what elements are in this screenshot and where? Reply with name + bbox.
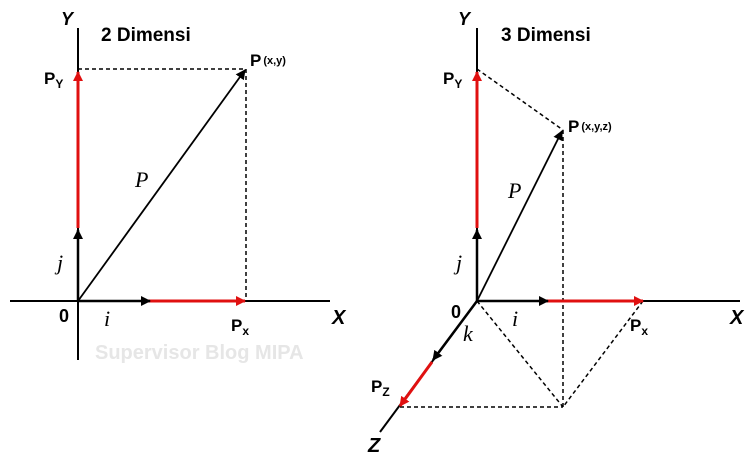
diagram-3d: 3 Dimensi Y X Z 0 P j i k P (x,y,z) PY Px…: [367, 9, 745, 457]
y-axis-label-2d: Y: [61, 9, 75, 29]
py-label-3d: PY: [443, 69, 462, 91]
y-axis-label-3d: Y: [458, 9, 472, 29]
origin-label-3d: 0: [451, 302, 461, 322]
diagram-2d: 2 Dimensi Y X 0 P j i P (x,y) PY Px: [10, 9, 347, 360]
unit-j-label-3d: j: [453, 250, 462, 275]
x-axis-label-2d: X: [331, 307, 347, 329]
unit-j-label-2d: j: [54, 250, 63, 275]
p-vector-label-3d: P: [507, 178, 521, 203]
p-vector-3d: [476, 130, 563, 302]
dash-top-3d: [476, 68, 564, 131]
watermark: Supervisor Blog MIPA: [95, 342, 304, 364]
title-2d: 2 Dimensi: [101, 25, 191, 46]
px-label-3d: Px: [630, 316, 648, 338]
z-axis-label-3d: Z: [367, 435, 381, 457]
py-label-2d: PY: [44, 69, 63, 91]
unit-k-label-3d: k: [463, 321, 474, 346]
unit-i-label-2d: i: [104, 306, 110, 331]
unit-i-label-3d: i: [512, 306, 518, 331]
dash-diag-origin-3d: [476, 300, 564, 408]
point-label-3d: P (x,y,z): [568, 117, 612, 136]
p-vector-2d: [77, 69, 246, 302]
p-vector-label-2d: P: [134, 167, 148, 192]
dash-diag-x-3d: [562, 300, 644, 408]
px-label-2d: Px: [231, 316, 249, 338]
unit-k-3d: [431, 300, 479, 361]
origin-label-2d: 0: [59, 306, 69, 326]
pz-label-3d: PZ: [371, 377, 390, 399]
pz-vector-3d: [398, 361, 434, 407]
title-3d: 3 Dimensi: [501, 25, 591, 46]
point-label-2d: P (x,y): [250, 51, 286, 70]
x-axis-label-3d: X: [729, 307, 745, 329]
